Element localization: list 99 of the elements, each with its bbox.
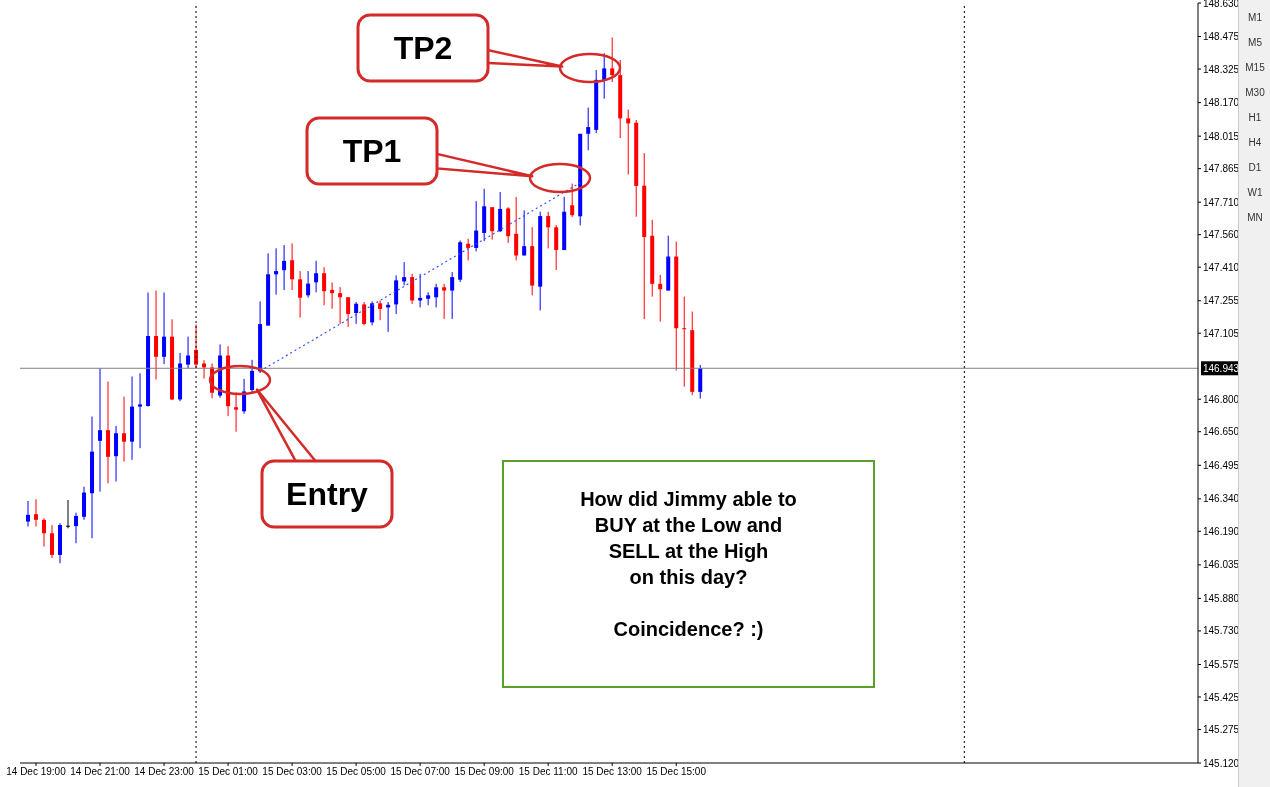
candlestick bbox=[626, 109, 631, 175]
y-tick-label: 148.630 bbox=[1203, 0, 1240, 9]
text: W1 bbox=[1246, 186, 1264, 200]
x-tick-label: 14 Dec 23:00 bbox=[134, 766, 195, 778]
x-tick-label: 15 Dec 07:00 bbox=[390, 766, 451, 778]
y-tick-label: 147.105 bbox=[1203, 327, 1240, 339]
candlestick bbox=[698, 364, 703, 400]
x-tick-label: 15 Dec 01:00 bbox=[198, 766, 259, 778]
text: D1 bbox=[1247, 161, 1263, 175]
x-tick-label: 15 Dec 09:00 bbox=[454, 766, 515, 778]
text: MN bbox=[1246, 211, 1264, 225]
candlestick bbox=[586, 107, 591, 151]
candlestick bbox=[282, 244, 287, 291]
candlestick bbox=[522, 209, 527, 256]
candlestick bbox=[610, 36, 615, 83]
annotation: TP2 bbox=[393, 30, 453, 66]
candlestick bbox=[274, 247, 279, 296]
candlestick bbox=[378, 300, 383, 321]
candlestick bbox=[474, 200, 479, 252]
candlestick bbox=[498, 191, 503, 233]
x-tick-label: 14 Dec 21:00 bbox=[70, 766, 131, 778]
candlestick bbox=[186, 336, 191, 369]
candlestick bbox=[466, 238, 471, 261]
candlestick bbox=[42, 517, 47, 548]
y-tick-label: 146.800 bbox=[1203, 393, 1240, 405]
candlestick bbox=[682, 296, 687, 388]
text: M5 bbox=[1247, 36, 1263, 50]
text: H4 bbox=[1247, 136, 1263, 150]
x-tick-label: 15 Dec 15:00 bbox=[646, 766, 707, 778]
candlestick bbox=[338, 286, 343, 325]
y-tick-label: 146.190 bbox=[1203, 525, 1240, 537]
candlestick bbox=[658, 274, 663, 323]
x-tick-label: 14 Dec 19:00 bbox=[6, 766, 67, 778]
candlestick bbox=[250, 359, 255, 395]
candlestick bbox=[570, 183, 575, 218]
text: M15 bbox=[1244, 61, 1266, 75]
x-tick-label: 15 Dec 05:00 bbox=[326, 766, 387, 778]
y-tick-label: 147.560 bbox=[1203, 229, 1240, 241]
candlestick bbox=[306, 270, 311, 299]
x-tick-label: 15 Dec 13:00 bbox=[582, 766, 643, 778]
y-tick-label: 146.340 bbox=[1203, 493, 1240, 505]
candlestick bbox=[418, 273, 423, 308]
candlestick bbox=[450, 271, 455, 320]
candlestick bbox=[362, 301, 367, 326]
candlestick bbox=[98, 367, 103, 493]
y-tick-label: 148.325 bbox=[1203, 63, 1240, 75]
y-tick-label: 147.410 bbox=[1203, 261, 1240, 273]
text: M1 bbox=[1247, 11, 1263, 25]
candlestick bbox=[370, 300, 375, 326]
candlestick bbox=[114, 425, 119, 483]
candlestick bbox=[346, 296, 351, 328]
x-tick-label: 15 Dec 11:00 bbox=[518, 766, 578, 778]
y-tick-label: 145.425 bbox=[1203, 691, 1240, 703]
text: M30 bbox=[1244, 86, 1266, 100]
y-tick-label: 148.015 bbox=[1203, 130, 1240, 142]
y-tick-label: 148.475 bbox=[1203, 31, 1240, 43]
y-tick-label: 145.730 bbox=[1203, 625, 1240, 637]
y-tick-label: 145.275 bbox=[1203, 723, 1240, 735]
y-tick-label: 145.880 bbox=[1203, 592, 1240, 604]
candlestick bbox=[26, 500, 30, 528]
y-tick-label: 145.120 bbox=[1203, 757, 1240, 769]
y-tick-label: 147.865 bbox=[1203, 163, 1240, 175]
candlestick bbox=[322, 266, 327, 306]
candlestick bbox=[514, 196, 519, 261]
y-tick-label: 146.035 bbox=[1203, 559, 1240, 571]
y-tick-label: 145.575 bbox=[1203, 659, 1240, 671]
y-tick-label: 146.495 bbox=[1203, 459, 1240, 471]
candlestick bbox=[162, 291, 167, 365]
candlestick bbox=[234, 392, 239, 433]
text: H1 bbox=[1247, 111, 1263, 125]
candlestick bbox=[314, 260, 319, 293]
candlestick bbox=[602, 52, 607, 100]
y-tick-label: 146.650 bbox=[1203, 426, 1240, 438]
candlestick bbox=[298, 270, 303, 319]
annotation: Entry bbox=[286, 476, 369, 512]
candlestick bbox=[290, 242, 295, 291]
candlestick bbox=[154, 290, 159, 381]
ref-line-label: 146.943 bbox=[1202, 363, 1240, 375]
candlestick bbox=[434, 283, 439, 308]
y-tick-label: 147.255 bbox=[1203, 295, 1240, 307]
candlestick bbox=[122, 396, 127, 463]
candlestick bbox=[410, 273, 415, 305]
note-box: How did Jimmy able to BUY at the Low and SELL at the High on this day? Coincidence? :) bbox=[502, 460, 875, 688]
y-tick-label: 147.710 bbox=[1203, 196, 1240, 208]
candlestick bbox=[354, 301, 359, 325]
y-tick-label: 148.170 bbox=[1203, 97, 1240, 109]
candlestick bbox=[50, 524, 55, 559]
candlestick bbox=[330, 281, 335, 310]
candlestick bbox=[74, 512, 79, 544]
annotation: TP1 bbox=[342, 133, 402, 169]
candlestick bbox=[554, 224, 559, 271]
candlestick bbox=[426, 291, 431, 306]
candlestick bbox=[546, 211, 551, 249]
candlestick bbox=[66, 499, 71, 529]
candlestick bbox=[402, 261, 407, 286]
candlestick bbox=[34, 498, 38, 528]
x-tick-label: 15 Dec 03:00 bbox=[262, 766, 323, 778]
candlestick bbox=[442, 283, 447, 320]
candlestick bbox=[138, 372, 143, 449]
